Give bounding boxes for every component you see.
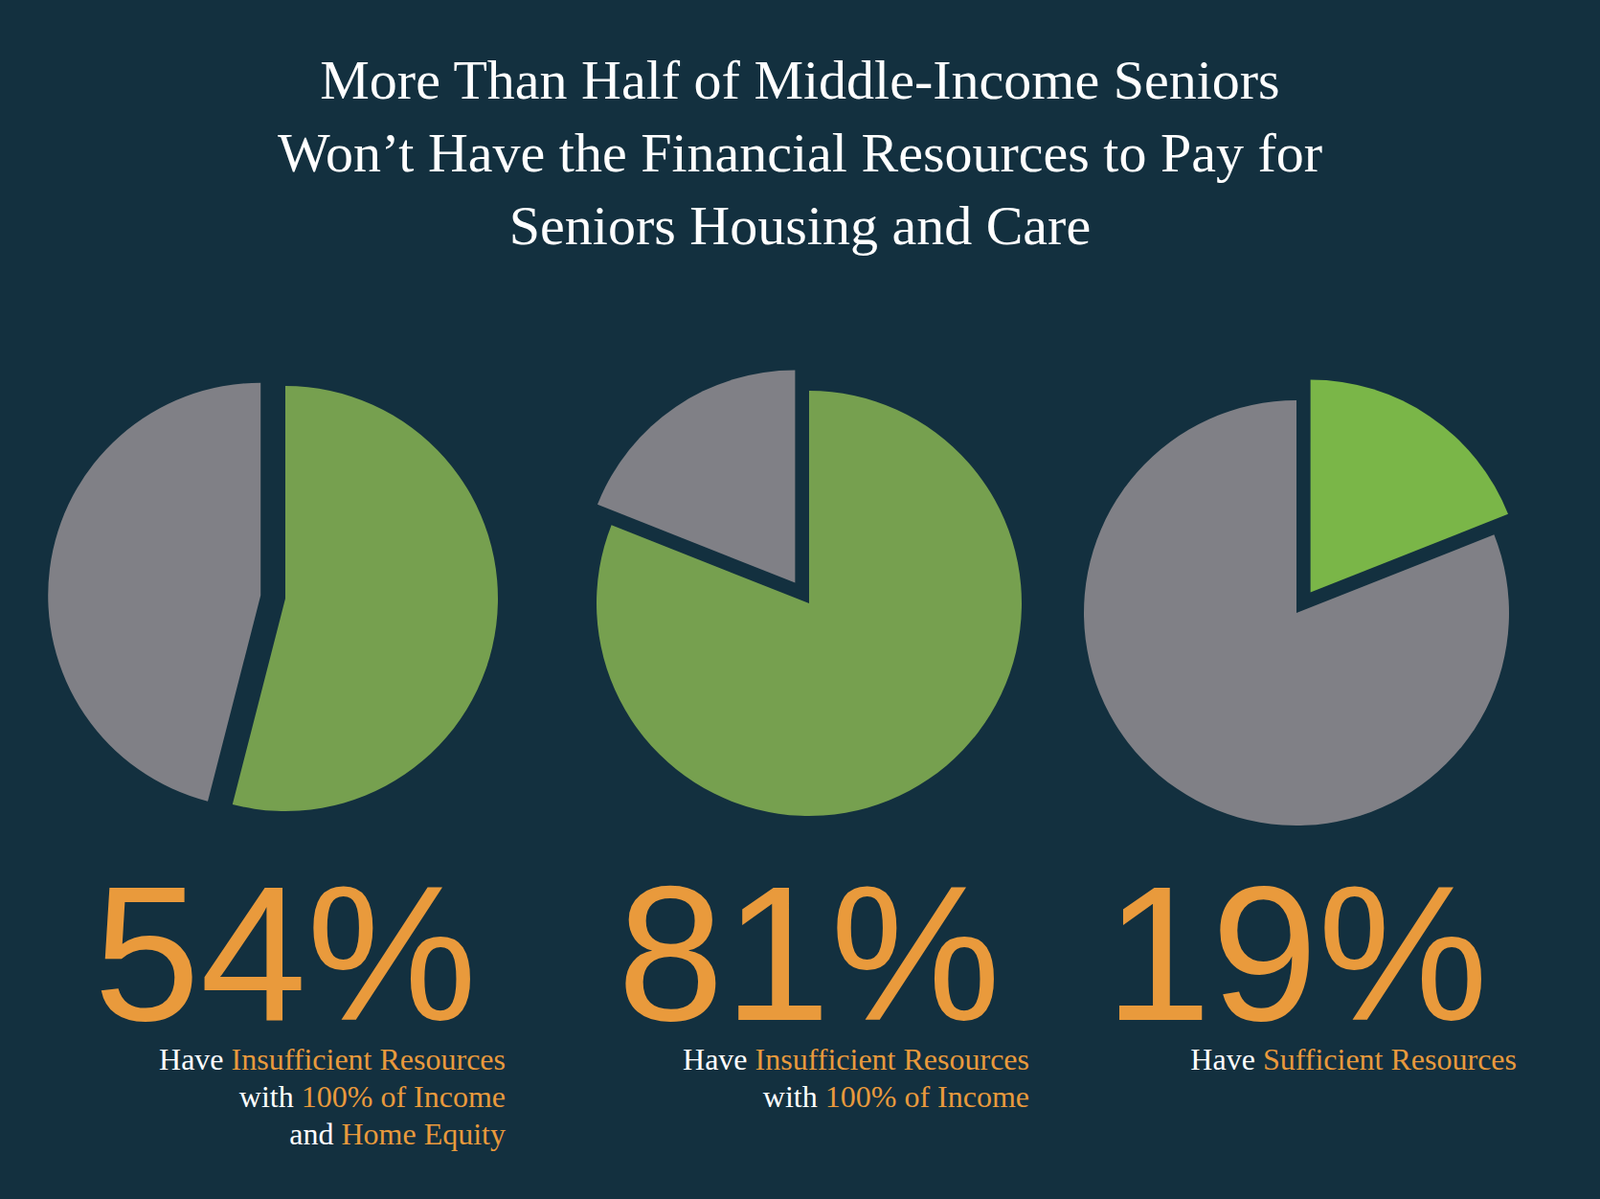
svg-text:Insufficient Resources: Insufficient Resources: [231, 1041, 506, 1077]
svg-text:Have: Have: [158, 1041, 232, 1077]
svg-text:81%: 81%: [617, 846, 1001, 1060]
svg-text:19%: 19%: [1104, 846, 1488, 1060]
svg-text:Seniors Housing and Care: Seniors Housing and Care: [509, 194, 1091, 257]
svg-text:Won’t Have the Financial Resou: Won’t Have the Financial Resources to Pa…: [277, 121, 1323, 184]
svg-text:54%: 54%: [93, 846, 477, 1060]
svg-text:More Than Half of Middle-Incom: More Than Half of Middle-Income Seniors: [319, 48, 1280, 112]
svg-text:100% of Income: 100% of Income: [301, 1079, 506, 1114]
svg-text:Have: Have: [682, 1041, 756, 1077]
svg-text:Sufficient Resources: Sufficient Resources: [1262, 1041, 1517, 1077]
svg-text:with: with: [763, 1079, 826, 1114]
svg-text:and: and: [289, 1116, 341, 1151]
svg-text:with: with: [239, 1079, 302, 1114]
svg-text:Home Equity: Home Equity: [340, 1116, 506, 1151]
svg-text:Insufficient Resources: Insufficient Resources: [755, 1041, 1030, 1077]
svg-text:Have: Have: [1190, 1041, 1263, 1077]
svg-text:100% of Income: 100% of Income: [825, 1079, 1030, 1114]
